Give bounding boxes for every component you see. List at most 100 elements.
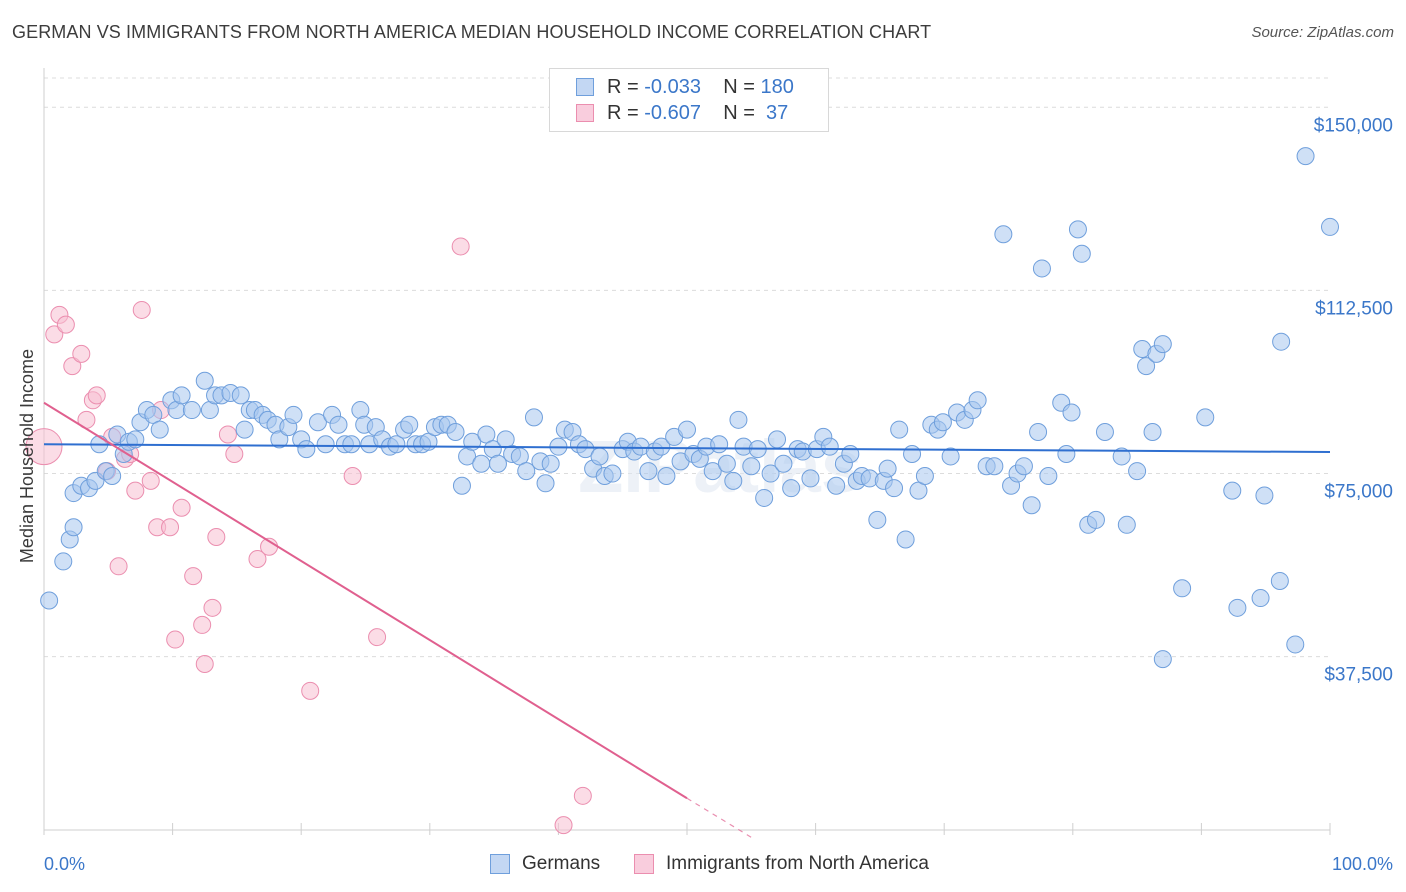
legend-swatch-immigrants: [576, 104, 594, 122]
germans-point: [524, 408, 543, 427]
germans-point: [820, 437, 839, 456]
germans-point: [657, 466, 676, 485]
germans-point: [968, 391, 987, 410]
germans-point: [126, 430, 145, 449]
germans-point: [841, 445, 860, 463]
germans-point: [342, 435, 361, 454]
legend-r-label: R =: [607, 101, 645, 124]
germans-point: [1137, 357, 1156, 376]
germans-point: [472, 454, 491, 473]
germans-point: [1095, 423, 1114, 442]
germans-point: [652, 437, 671, 456]
germans-point: [1068, 220, 1087, 239]
germans-point: [678, 420, 696, 439]
trend-lines: [43, 401, 1331, 838]
immigrants-point: [45, 325, 64, 344]
immigrants-point: [218, 425, 237, 444]
germans-point: [1270, 571, 1289, 590]
germans-point: [150, 420, 169, 439]
immigrants-point: [343, 466, 362, 485]
germans-point: [172, 386, 191, 405]
bottom-legend-immigrants: Immigrants from North America: [634, 852, 929, 876]
germans-point: [639, 462, 658, 481]
immigrants-point: [195, 654, 214, 673]
bottom-legend-swatch-germans: [490, 854, 510, 874]
germans-point: [703, 462, 722, 481]
germans-point: [446, 423, 465, 442]
germans-point: [878, 459, 897, 478]
x-tick-label: 100.0%: [1332, 854, 1393, 874]
immigrants-point: [166, 630, 185, 649]
germans-point: [1117, 515, 1136, 534]
germans-point: [1039, 466, 1058, 485]
germans-point: [1072, 244, 1091, 263]
legend-r-value: -0.033: [644, 75, 701, 98]
tick-labels: $37,500 $75,000 $112,500 $150,000 0.0% 100.0%: [44, 115, 1393, 874]
germans-point: [1296, 147, 1315, 166]
chart-title: GERMAN VS IMMIGRANTS FROM NORTH AMERICA …: [12, 22, 932, 42]
germans-point: [1112, 447, 1131, 466]
germans-point: [603, 464, 622, 483]
germans-point: [270, 430, 289, 449]
germans-point: [541, 454, 560, 473]
immigrants-point: [141, 471, 160, 490]
legend-r-value: -0.607: [644, 101, 701, 124]
germans-point: [885, 479, 904, 498]
legend-row-germans: R = -0.033 N = 180: [576, 75, 794, 99]
germans-point: [1272, 332, 1291, 351]
germans-point: [782, 479, 801, 498]
immigrants-point: [207, 528, 226, 547]
germans-point: [915, 466, 934, 485]
germans-point: [827, 476, 846, 495]
germans-trend-line: [43, 443, 1331, 454]
germans-point: [774, 454, 793, 473]
germans-point: [742, 457, 761, 476]
y-axis-title: Median Household Income: [17, 349, 37, 563]
x-tick-label: 0.0%: [44, 854, 85, 874]
germans-point: [1228, 598, 1247, 617]
germans-point: [1153, 335, 1172, 354]
immigrants-point: [72, 344, 91, 363]
germans-point: [724, 471, 743, 490]
germans-point: [801, 469, 820, 488]
germans-point: [1143, 423, 1162, 442]
legend-n-label: N =: [723, 75, 761, 98]
y-tick-label: $150,000: [1314, 115, 1393, 136]
legend-n-value: 37: [760, 101, 789, 124]
germans-point: [452, 476, 471, 495]
immigrants-point: [56, 315, 75, 334]
immigrants-point: [203, 598, 222, 617]
germans-point: [284, 405, 303, 424]
correlation-legend: R = -0.033 N = 180 R = -0.607 N = 37: [549, 68, 829, 132]
germans-point: [761, 464, 780, 483]
immigrants-point: [126, 481, 145, 500]
legend-n-value: 180: [760, 75, 794, 98]
germans-point: [1153, 650, 1172, 669]
germans-point: [1057, 445, 1076, 463]
y-tick-label: $75,000: [1324, 482, 1393, 503]
germans-point: [1022, 496, 1041, 515]
immigrants-point: [301, 681, 320, 700]
germans-point: [868, 510, 887, 529]
germans-point: [40, 591, 59, 610]
germans-point: [1223, 481, 1242, 500]
bottom-legend-swatch-immigrants: [634, 854, 654, 874]
germans-point: [994, 225, 1013, 244]
bottom-legend-label-germans: Germans: [522, 853, 601, 874]
germans-point: [297, 440, 316, 459]
y-tick-label: $37,500: [1324, 665, 1393, 686]
germans-points: [40, 147, 1339, 669]
germans-point: [1128, 462, 1147, 481]
germans-point: [329, 415, 348, 434]
germans-point: [103, 466, 122, 485]
germans-point: [182, 401, 201, 420]
immigrants-point: [109, 557, 128, 576]
germans-point: [1032, 259, 1051, 278]
immigrants-point: [132, 300, 151, 319]
immigrants-trend-line: [43, 401, 688, 800]
immigrants-point: [451, 237, 470, 256]
germans-point: [54, 552, 73, 571]
immigrants-trend-extension: [686, 797, 752, 838]
germans-point: [576, 440, 595, 459]
